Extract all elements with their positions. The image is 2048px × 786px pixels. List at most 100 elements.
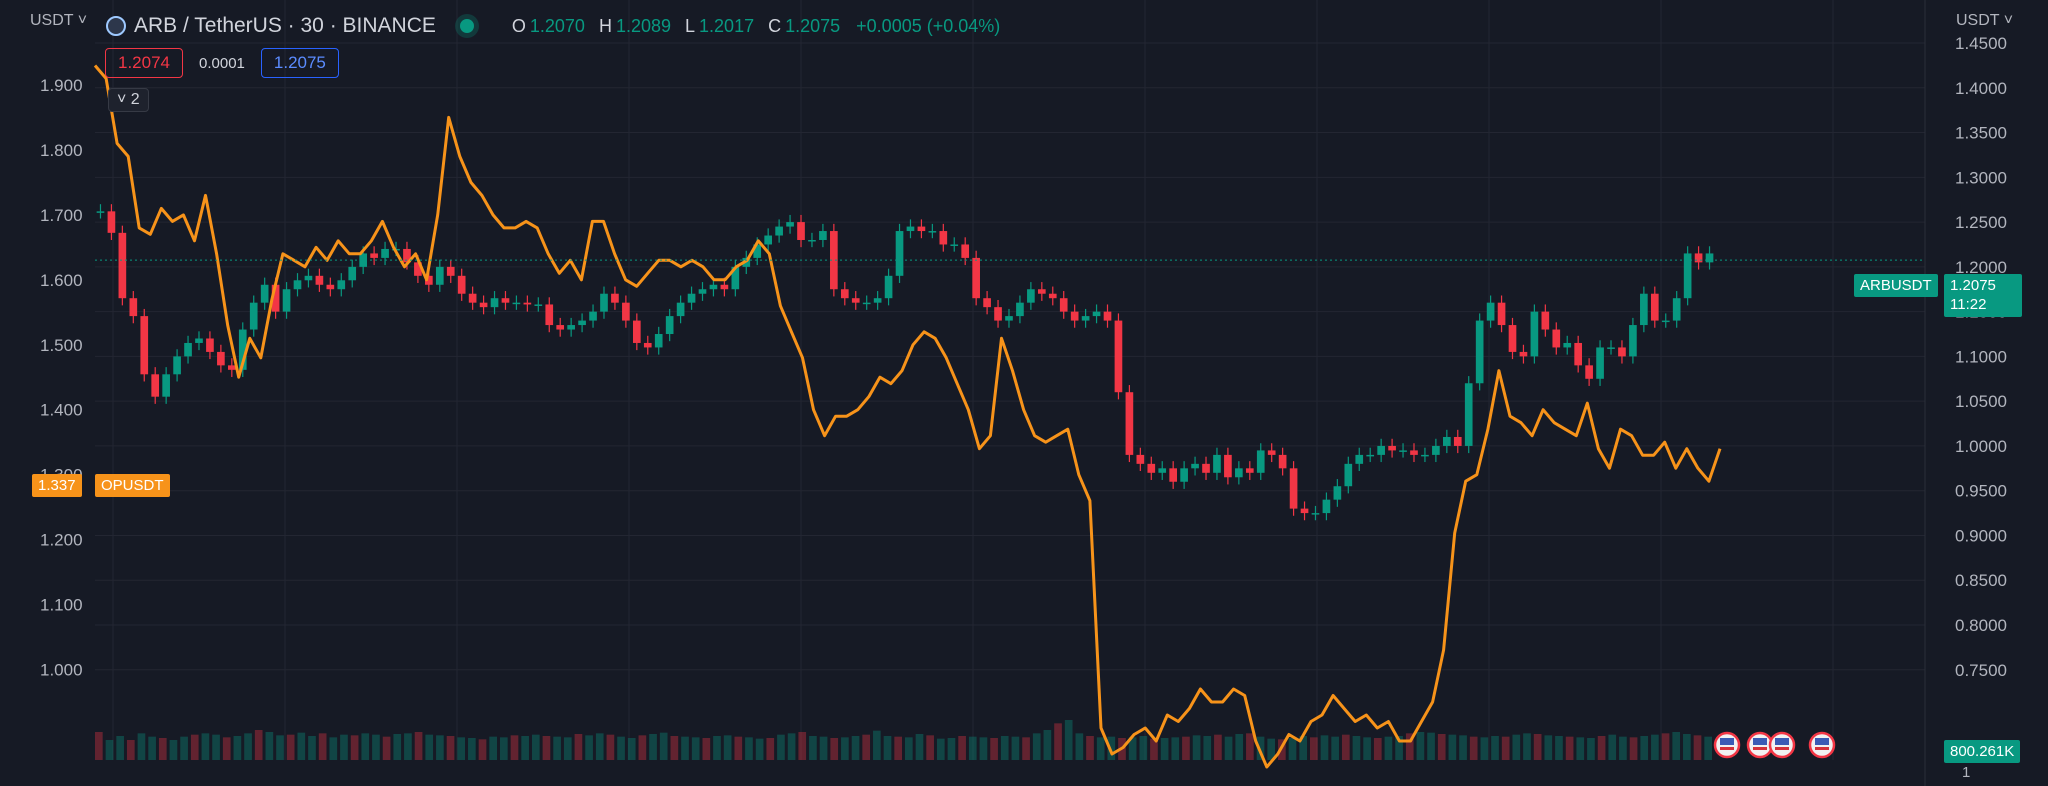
volume-bar (478, 739, 487, 760)
candle-body (304, 275, 313, 281)
volume-bar (244, 733, 252, 760)
compare-value-tag: 1.337 (32, 474, 82, 497)
sell-button[interactable]: 1.2074 (105, 48, 183, 78)
volume-bar (905, 737, 913, 760)
volume-bar (233, 736, 242, 760)
candle-body (1355, 454, 1364, 464)
candle-body (1278, 454, 1287, 469)
volume-bar (1693, 735, 1702, 760)
volume-bar (308, 736, 316, 760)
candle-body (140, 316, 149, 375)
buy-button[interactable]: 1.2075 (260, 48, 339, 78)
volume-bar (553, 736, 561, 760)
volume-bar (531, 734, 540, 760)
candle-body (446, 266, 455, 276)
candle-body (556, 325, 565, 330)
candle-body (1158, 468, 1167, 473)
right-axis-tick-label: 1.3000 (1955, 168, 2007, 187)
volume-bar (1000, 736, 1009, 760)
left-axis-tick-label: 1.100 (40, 596, 83, 615)
right-axis-tick-label: 0.8500 (1955, 571, 2007, 590)
candle-body (1497, 302, 1506, 326)
candle-body (1453, 436, 1462, 446)
candle-body (1333, 486, 1342, 500)
volume-bar (1576, 737, 1585, 760)
candle-body (665, 316, 674, 335)
candle-body (359, 253, 368, 267)
symbol-title[interactable]: ARB / TetherUS · 30 · BINANCE (134, 14, 436, 37)
volume-bar (1373, 738, 1382, 760)
candle-body (238, 329, 247, 370)
candle-countdown: 11:22 (1950, 296, 1987, 313)
volume-bar (1214, 734, 1222, 760)
candle-body (611, 293, 619, 303)
volume-bar (1150, 738, 1158, 760)
candle-body (326, 284, 335, 290)
volume-tag: 800.261K (1944, 740, 2021, 763)
candle-body (840, 289, 849, 299)
candle-body (184, 342, 192, 357)
candle-body (1202, 463, 1210, 473)
volume-bar (1182, 736, 1190, 760)
volume-bar (894, 736, 902, 760)
spread-value: 0.0001 (199, 54, 245, 72)
volume-bar (968, 736, 977, 760)
flag-canton (1815, 738, 1829, 745)
candle-body (895, 231, 904, 276)
close-label: C (768, 15, 782, 36)
volume-bar (958, 736, 966, 760)
candle-body (1081, 316, 1090, 321)
volume-bar (713, 736, 721, 760)
volume-bar (1139, 736, 1148, 760)
volume-bar (222, 737, 231, 760)
candle-body (1289, 468, 1298, 509)
candle-body (1169, 468, 1178, 482)
volume-bar (1427, 732, 1435, 760)
candle-body (1705, 253, 1714, 263)
volume-bar (510, 735, 519, 760)
volume-bar (105, 740, 114, 760)
candle-body (1256, 450, 1265, 473)
flag-canton (1775, 738, 1789, 745)
volume-bar (1704, 736, 1712, 760)
volume-bar (681, 736, 689, 760)
volume-bar (521, 736, 529, 760)
candle-body (1421, 454, 1429, 457)
right-axis-tick-label: 0.9000 (1955, 526, 2007, 545)
candle-body (1344, 463, 1353, 487)
volume-bar (1544, 735, 1553, 760)
volume-bar (574, 734, 583, 760)
candle-body (545, 304, 554, 326)
candle-body (260, 284, 269, 303)
volume-bar (425, 734, 434, 760)
volume-bar (734, 736, 743, 760)
volume-bar (212, 734, 220, 760)
candle-body (1048, 293, 1057, 299)
candle-body (808, 239, 816, 242)
volume-bar (500, 737, 508, 760)
candle-body (1432, 445, 1440, 455)
left-axis-unit-selector[interactable]: USDT ˅ (30, 12, 87, 30)
last-price-value: 1.2075 (1950, 277, 1996, 294)
volume-bar (1523, 733, 1531, 760)
candle-body (764, 235, 773, 245)
candle-body (1037, 289, 1046, 294)
volume-bar (617, 736, 625, 760)
indicators-toggle-button[interactable]: ˅ 2 (108, 88, 149, 112)
market-status-icon[interactable] (459, 19, 474, 33)
volume-bar (1619, 736, 1627, 760)
flag-stripe (1753, 747, 1767, 750)
candle-body (753, 244, 762, 258)
volume-axis-tick: 1 (1962, 764, 1971, 781)
candle-body (819, 231, 827, 240)
volume-bar (1352, 736, 1361, 760)
right-axis-unit-selector[interactable]: USDT ˅ (1956, 12, 2013, 30)
last-price-symbol-tag: ARBUSDT (1854, 274, 1938, 297)
candle-body (851, 298, 860, 303)
volume-bar (627, 738, 636, 760)
volume-bar (1661, 733, 1670, 760)
volume-bar (489, 736, 497, 760)
volume-bar (979, 737, 988, 760)
high-value: 1.2089 (615, 15, 672, 36)
